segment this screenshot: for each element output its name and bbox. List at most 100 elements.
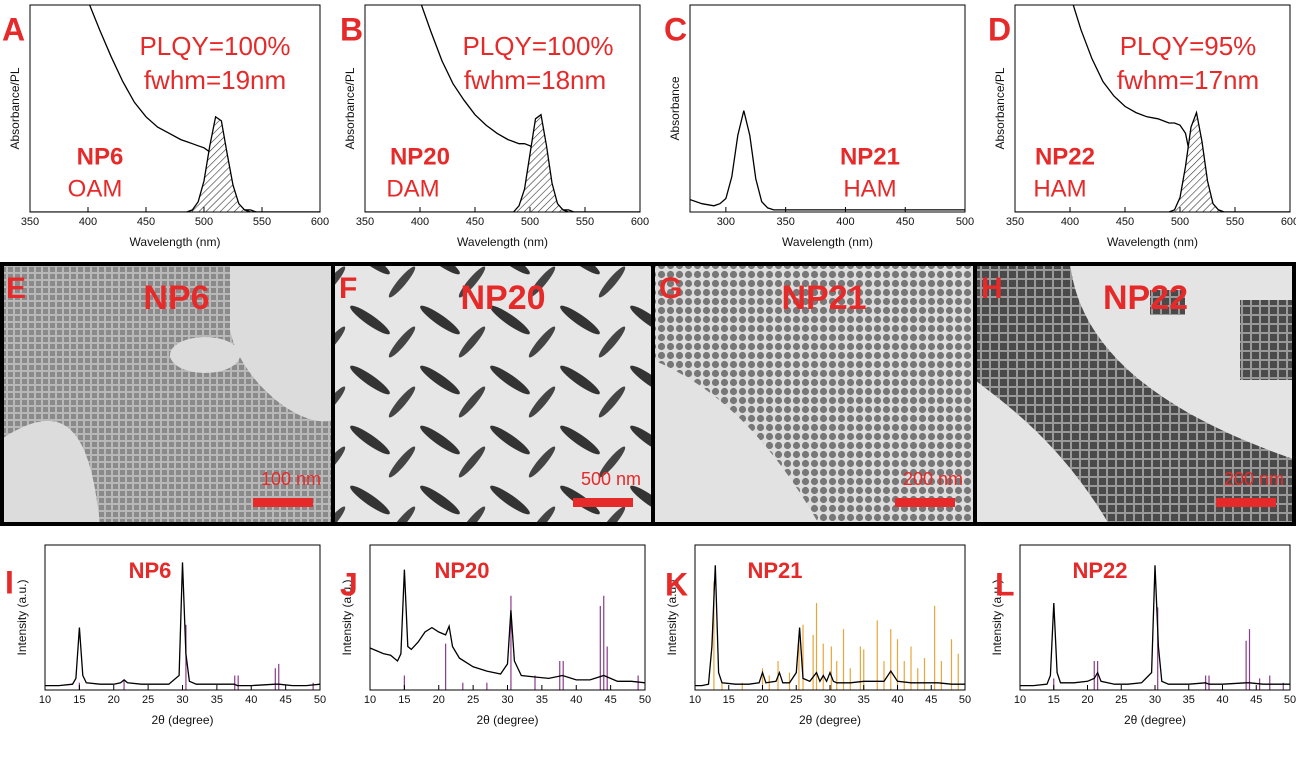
scale-bar <box>895 498 955 507</box>
x-tick-label: 15 <box>723 694 735 706</box>
tem-particles <box>1240 300 1296 380</box>
x-tick-label: 35 <box>211 694 223 706</box>
x-tick-label: 35 <box>536 694 548 706</box>
data-line <box>1072 5 1290 212</box>
panel-letter: F <box>339 272 357 305</box>
x-tick-label: 500 <box>956 216 974 228</box>
x-tick-label: 10 <box>689 694 701 706</box>
data-line <box>365 113 640 212</box>
scale-bar-label: 100 nm <box>261 469 321 489</box>
x-tick-label: 300 <box>717 216 735 228</box>
image-label: NP21 <box>781 279 866 317</box>
x-tick-label: 450 <box>1116 216 1134 228</box>
x-tick-label: 25 <box>790 694 802 706</box>
x-tick-label: 30 <box>824 694 836 706</box>
scale-bar-label: 200 nm <box>1224 469 1284 489</box>
image-label: NP22 <box>1103 279 1188 317</box>
x-tick-label: 25 <box>467 694 479 706</box>
plot-frame <box>689 4 966 213</box>
x-tick-label: 350 <box>1006 216 1024 228</box>
image-label: NP20 <box>460 279 545 317</box>
annotation: NP21 <box>840 143 900 170</box>
x-tick-label: 400 <box>79 216 97 228</box>
annotation: fwhm=18nm <box>464 65 606 95</box>
tem-image <box>333 262 653 526</box>
annotation: DAM <box>386 175 439 202</box>
annotation: PLQY=100% <box>462 31 613 61</box>
data-line <box>1020 565 1290 687</box>
x-axis-label: Wavelength (nm) <box>1107 235 1198 249</box>
x-tick-label: 45 <box>925 694 937 706</box>
x-tick-label: 30 <box>1149 694 1161 706</box>
x-tick-label: 450 <box>137 216 155 228</box>
data-line <box>370 569 645 684</box>
x-tick-label: 10 <box>1014 694 1026 706</box>
panel-letter: L <box>995 566 1015 602</box>
data-line <box>1015 110 1290 212</box>
x-tick-label: 25 <box>1115 694 1127 706</box>
annotation: OAM <box>68 175 123 202</box>
tem-background <box>653 360 820 526</box>
data-line <box>420 5 640 212</box>
plot-frame <box>29 4 321 213</box>
data-line <box>45 562 320 687</box>
panel-letter: D <box>988 11 1011 47</box>
x-tick-label: 550 <box>253 216 271 228</box>
x-tick-label: 45 <box>605 694 617 706</box>
x-tick-label: 400 <box>1061 216 1079 228</box>
annotation: HAM <box>1033 175 1086 202</box>
x-tick-label: 500 <box>1171 216 1189 228</box>
plot-frame <box>1014 4 1291 213</box>
x-axis-label: 2θ (degree) <box>476 713 538 727</box>
x-tick-label: 20 <box>1081 694 1093 706</box>
y-axis-label: Absorbance/PL <box>993 67 1007 149</box>
panel-letter: K <box>665 566 688 602</box>
scale-bar-label: 200 nm <box>903 469 963 489</box>
x-axis-label: Wavelength (nm) <box>782 235 873 249</box>
panel-letter: J <box>340 566 358 602</box>
scale-bar <box>253 498 313 507</box>
tem-images <box>0 262 1296 526</box>
x-tick-label: 500 <box>521 216 539 228</box>
annotation: PLQY=100% <box>139 31 290 61</box>
x-tick-label: 30 <box>176 694 188 706</box>
y-axis-label: Absorbance/PL <box>343 67 357 149</box>
x-tick-label: 50 <box>314 694 326 706</box>
x-tick-label: 20 <box>756 694 768 706</box>
panel-letter: H <box>981 272 1003 305</box>
x-axis-label: Wavelength (nm) <box>457 235 548 249</box>
x-axis-label: Wavelength (nm) <box>130 235 221 249</box>
annotation: NP21 <box>747 558 802 583</box>
annotation: HAM <box>843 175 896 202</box>
y-axis-label: Intensity (a.u.) <box>340 579 354 655</box>
tem-particles <box>975 262 1296 526</box>
x-tick-label: 15 <box>398 694 410 706</box>
tem-background <box>0 262 333 526</box>
x-tick-label: 500 <box>195 216 213 228</box>
x-tick-label: 400 <box>411 216 429 228</box>
x-tick-label: 50 <box>959 694 971 706</box>
scale-bar <box>1216 498 1276 507</box>
x-axis-label: 2θ (degree) <box>151 713 213 727</box>
annotation: fwhm=19nm <box>144 65 286 95</box>
x-tick-label: 25 <box>142 694 154 706</box>
x-tick-label: 30 <box>501 694 513 706</box>
y-axis-label: Absorbance/PL <box>8 67 22 149</box>
x-tick-label: 45 <box>280 694 292 706</box>
x-axis-label: 2θ (degree) <box>799 713 861 727</box>
x-tick-label: 400 <box>836 216 854 228</box>
data-line <box>30 115 320 212</box>
x-tick-label: 600 <box>311 216 329 228</box>
annotation: NP22 <box>1035 143 1095 170</box>
annotation: NP22 <box>1072 558 1127 583</box>
annotation: NP20 <box>390 143 450 170</box>
x-tick-label: 50 <box>639 694 651 706</box>
x-tick-label: 35 <box>858 694 870 706</box>
x-tick-label: 550 <box>576 216 594 228</box>
annotation: NP6 <box>129 558 172 583</box>
x-tick-label: 600 <box>631 216 649 228</box>
annotation: fwhm=17nm <box>1117 65 1259 95</box>
x-tick-label: 10 <box>39 694 51 706</box>
